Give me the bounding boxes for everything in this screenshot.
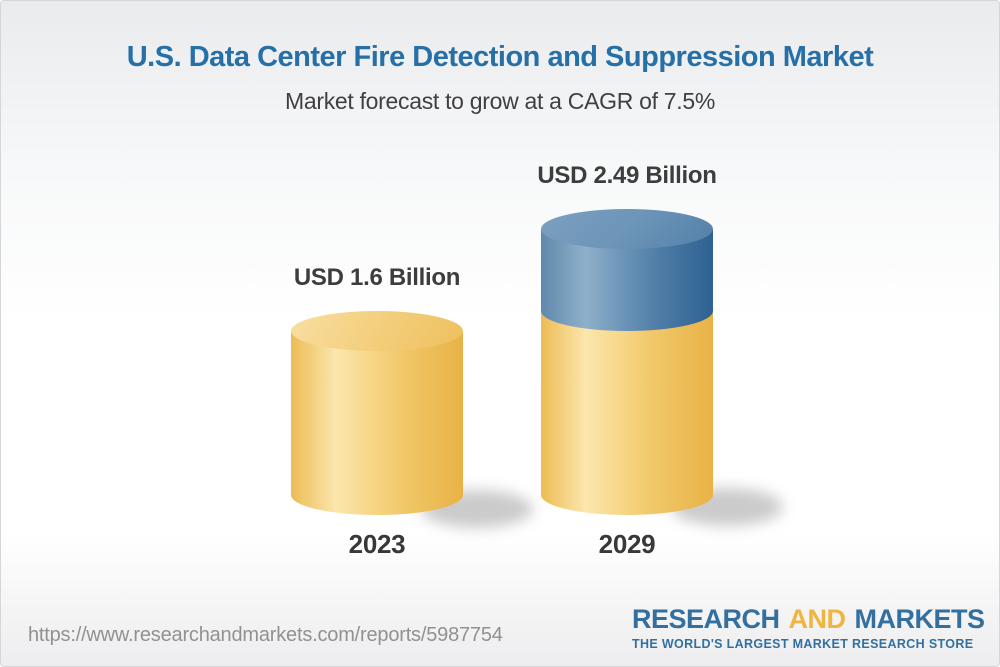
page-title: U.S. Data Center Fire Detection and Supp… [126, 41, 874, 73]
bar-2029-cylinder-top [541, 209, 713, 249]
page-subtitle: Market forecast to grow at a CAGR of 7.5… [285, 88, 715, 114]
logo-tagline: THE WORLD'S LARGEST MARKET RESEARCH STOR… [632, 637, 974, 651]
value-label-2029: USD 2.49 Billion [537, 162, 717, 189]
logo-word-markets: MARKETS [854, 604, 986, 634]
bar-2023-cylinder-top [291, 311, 463, 351]
logo-word-and: AND [788, 604, 847, 634]
category-label-2023: 2023 [348, 529, 406, 559]
research-and-markets-logo: RESEARCH AND MARKETS THE WORLD'S LARGEST… [632, 604, 985, 652]
value-label-2023: USD 1.6 Billion [293, 264, 461, 291]
bar-2023-cylinder [291, 331, 463, 515]
logo-wordmark: RESEARCH AND MARKETS [632, 604, 985, 634]
logo-word-research: RESEARCH [632, 604, 780, 634]
category-label-2029: 2029 [598, 529, 656, 559]
bar-2029-base-segment [541, 311, 713, 515]
report-url: https://www.researchandmarkets.com/repor… [28, 624, 503, 646]
